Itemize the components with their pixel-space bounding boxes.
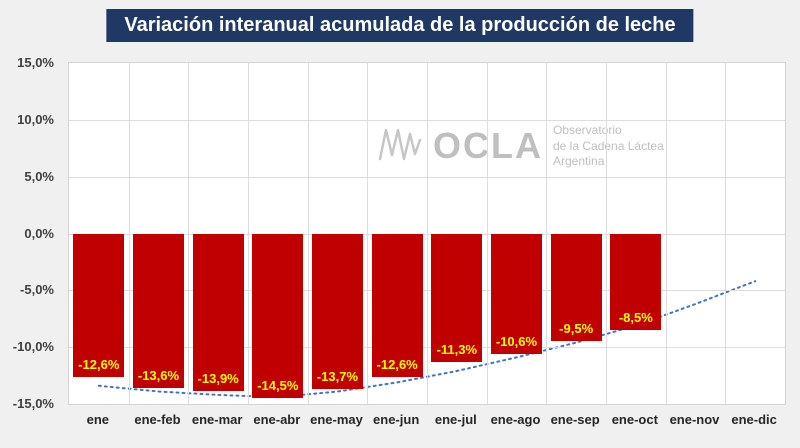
y-axis-tick-label: 10,0% <box>17 111 54 127</box>
gridline-vertical <box>546 63 548 404</box>
bar-value-label: -13,7% <box>316 369 359 385</box>
gridline-vertical <box>307 63 309 404</box>
ocla-watermark: OCLA Observatorio de la Cadena Láctea Ar… <box>377 123 664 170</box>
bar-value-label: -13,6% <box>137 368 180 384</box>
bar-ene: -12,6% <box>73 233 125 377</box>
plot-area: OCLA Observatorio de la Cadena Láctea Ar… <box>68 62 786 405</box>
gridline-vertical <box>188 63 190 404</box>
x-axis-tick-label: ene-jul <box>434 412 477 427</box>
bar-value-label: -12,6% <box>78 356 120 372</box>
y-axis: 15,0% 10,0% 5,0% 0,0% -5,0% -10,0% -15,0% <box>0 55 60 411</box>
gridline-vertical <box>665 63 667 404</box>
bar-value-label: -11,3% <box>436 341 478 357</box>
y-axis-tick-label: 15,0% <box>17 55 54 70</box>
ocla-subtitle-line1: Observatorio <box>553 123 622 137</box>
bar-ene-may: -13,7% <box>311 233 364 390</box>
gridline-vertical <box>606 63 607 404</box>
bar-ene-abr: -14,5% <box>252 233 304 399</box>
gridline-vertical <box>128 63 130 404</box>
x-axis-tick-label: ene-dic <box>731 412 777 427</box>
x-axis-tick-label: ene-jun <box>373 412 420 427</box>
bar-ene-mar: -13,9% <box>192 233 244 392</box>
bar-ene-oct: -8,5% <box>610 233 662 331</box>
bar-value-label: -14,5% <box>257 378 299 394</box>
x-axis-tick-label: ene-mar <box>191 412 243 427</box>
ocla-subtitle-line2: de la Cadena Láctea <box>553 138 664 153</box>
x-axis-tick-label: ene-nov <box>669 412 720 427</box>
bar-value-label: -8,5% <box>618 310 653 326</box>
x-axis: ene ene-feb ene-mar ene-abr ene-may ene-jun en… <box>68 412 786 438</box>
x-axis-tick-label: ene-ago <box>490 412 541 427</box>
chart-title: Variación interanual acumulada de la pro… <box>106 9 694 42</box>
x-axis-tick-label: ene-may <box>310 412 363 427</box>
gridline-vertical <box>367 63 369 404</box>
y-axis-tick-label: -5,0% <box>20 282 54 298</box>
x-axis-tick-label: ene-oct <box>611 412 658 427</box>
gridline-vertical <box>486 63 488 404</box>
y-axis-tick-label: -15,0% <box>12 396 54 411</box>
bar-ene-jun: -12,6% <box>371 233 423 377</box>
y-axis-tick-label: 5,0% <box>24 168 54 184</box>
bar-value-label: -12,6% <box>376 356 418 372</box>
y-axis-tick-label: -10,0% <box>12 339 54 355</box>
bar-ene-feb: -13,6% <box>132 233 185 389</box>
gridline-vertical <box>248 63 249 404</box>
gridline-vertical <box>725 63 727 404</box>
y-axis-tick-label: 0,0% <box>24 225 54 241</box>
bar-ene-ago: -10,6% <box>490 233 543 354</box>
x-axis-tick-label: ene <box>86 412 110 427</box>
ocla-logo-subtitle: Observatorio de la Cadena Láctea Argenti… <box>553 123 664 170</box>
bar-ene-sep: -9,5% <box>550 233 602 342</box>
ocla-logo-text: OCLA <box>433 125 543 167</box>
x-axis-tick-label: ene-abr <box>253 412 301 427</box>
x-axis-tick-label: ene-feb <box>134 412 181 427</box>
ocla-subtitle-line3: Argentina <box>553 154 605 169</box>
bar-value-label: -13,9% <box>197 371 239 387</box>
ocla-wave-icon <box>377 124 423 169</box>
gridline-vertical <box>427 63 428 404</box>
bar-value-label: -9,5% <box>559 321 594 337</box>
bar-value-label: -10,6% <box>495 333 538 349</box>
x-axis-tick-label: ene-sep <box>550 412 600 427</box>
bar-ene-jul: -11,3% <box>431 233 483 362</box>
